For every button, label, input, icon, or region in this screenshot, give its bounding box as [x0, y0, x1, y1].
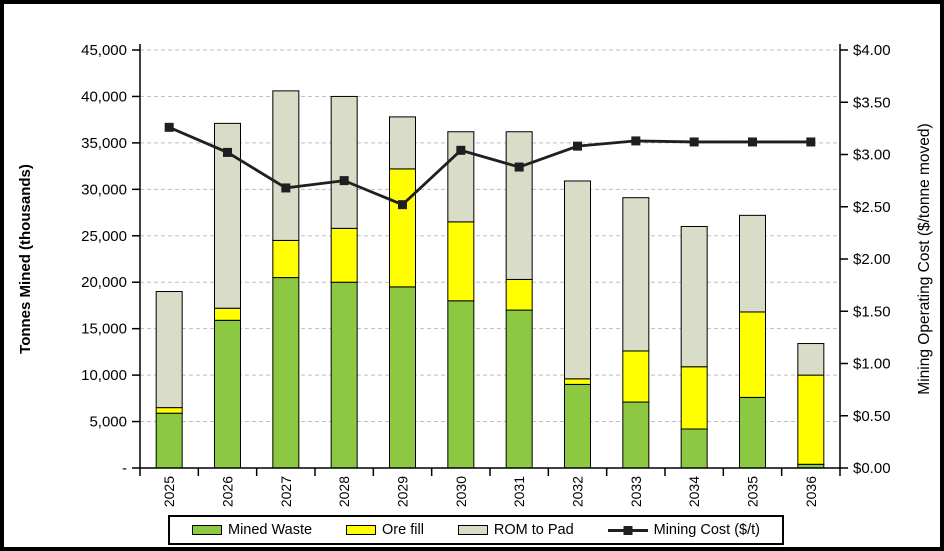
bar-segment-rom-to-pad	[330, 95, 358, 229]
bar-segment-ore-fill	[797, 374, 825, 465]
bar-segment-mined-waste	[739, 396, 766, 469]
y-tick-label-right: $1.50	[853, 303, 891, 320]
bar-segment-ore-fill	[272, 239, 300, 279]
bar-segment-mined-waste	[505, 309, 533, 469]
bar-segment-ore-fill	[330, 227, 358, 283]
mining-cost-marker	[573, 141, 582, 151]
y-tick-label-left: 15,000	[81, 321, 127, 338]
y-tick-label-right: $1.00	[853, 356, 891, 373]
x-category-label: 2026	[220, 476, 236, 507]
plot-area: Tonnes Mined (thousands) Mining Operatin…	[17, 42, 933, 507]
y-tick-label-left: 10,000	[81, 367, 127, 384]
legend-item-ore-fill: Ore fill	[346, 522, 424, 538]
bar-segment-mined-waste	[447, 300, 475, 469]
bar-segment-rom-to-pad	[505, 131, 533, 280]
legend-item-rom-to-pad: ROM to Pad	[457, 522, 574, 538]
y-tick-label-right: $2.50	[853, 199, 891, 216]
bar-segment-ore-fill	[389, 168, 416, 288]
bar-segment-mined-waste	[564, 383, 591, 469]
bar-segment-ore-fill	[505, 278, 533, 311]
bar-segment-rom-to-pad	[622, 197, 650, 352]
x-category-label: 2033	[628, 476, 644, 507]
x-category-label: 2029	[395, 476, 411, 507]
mining-cost-marker	[339, 176, 349, 186]
bar-segment-rom-to-pad	[389, 116, 416, 170]
bar-segment-rom-to-pad	[797, 343, 825, 376]
mining-cost-marker	[514, 162, 524, 172]
x-category-label: 2025	[161, 476, 177, 507]
y-tick-label-right: $3.00	[853, 147, 891, 164]
bar-segment-mined-waste	[272, 277, 300, 469]
legend-label-ore-fill: Ore fill	[382, 522, 424, 538]
x-category-label: 2036	[803, 476, 819, 507]
mining-cost-marker	[456, 145, 466, 155]
legend-swatch-rom-to-pad	[457, 525, 488, 535]
mining-cost-marker	[631, 136, 641, 146]
bar-segment-mined-waste	[680, 428, 708, 469]
bar-segment-ore-fill	[214, 307, 241, 321]
y-tick-label-left: 35,000	[81, 135, 127, 152]
y-tick-label-left: 30,000	[81, 181, 127, 198]
y-tick-label-left: 45,000	[81, 42, 127, 59]
x-category-label: 2032	[570, 476, 586, 507]
bar-segment-rom-to-pad	[564, 180, 591, 380]
mining-cost-marker	[689, 137, 699, 147]
bar-segment-mined-waste	[389, 286, 416, 469]
mining-cost-marker	[806, 137, 816, 147]
legend-swatch-ore-fill	[346, 525, 377, 535]
bar-segment-rom-to-pad	[680, 225, 708, 368]
y-tick-label-right: $4.00	[853, 42, 891, 59]
y-tick-label-left: 40,000	[81, 88, 127, 105]
x-category-label: 2031	[511, 476, 527, 507]
bar-segment-ore-fill	[564, 378, 591, 385]
bar-segment-ore-fill	[739, 311, 766, 398]
legend: Mined Waste Ore fill ROM to Pad Mining Cost…	[168, 515, 784, 545]
bar-segment-ore-fill	[447, 221, 475, 302]
legend-label-mining-cost-t: Mining Cost ($/t)	[653, 522, 760, 538]
bar-segment-rom-to-pad	[739, 214, 766, 313]
legend-label-mined-waste: Mined Waste	[228, 522, 313, 538]
y-tick-label-left: 5,000	[89, 414, 127, 431]
y-tick-label-left: 20,000	[81, 274, 127, 291]
bar-segment-rom-to-pad	[447, 131, 475, 223]
y-tick-label-right: $0.50	[853, 408, 891, 425]
y-axis-title-right: Mining Operating Cost ($/tonne moved)	[916, 123, 933, 394]
y-tick-label-right: $3.50	[853, 94, 891, 111]
x-category-label: 2028	[336, 476, 352, 507]
y-tick-label-right: $0.00	[853, 460, 891, 477]
bar-segment-ore-fill	[155, 407, 183, 414]
legend-item-mining-cost-t: Mining Cost ($/t)	[607, 522, 760, 538]
x-category-label: 2035	[745, 476, 761, 507]
mining-cost-marker	[748, 137, 757, 147]
y-tick-label-right: $2.00	[853, 251, 891, 268]
mining-cost-line	[168, 126, 811, 207]
mining-cost-marker	[164, 122, 174, 132]
legend-marker	[623, 525, 633, 535]
x-category-label: 2030	[453, 476, 469, 507]
legend-item-mined-waste: Mined Waste	[192, 522, 312, 538]
bar-segment-rom-to-pad	[155, 291, 183, 409]
legend-label-rom-to-pad: ROM to Pad	[493, 522, 574, 538]
mining-cost-marker	[398, 200, 407, 210]
bar-segment-mined-waste	[622, 401, 650, 469]
mining-cost-marker	[281, 183, 291, 193]
y-tick-label-left: -	[122, 460, 127, 477]
mining-cost-marker	[223, 147, 232, 157]
legend-swatch-mined-waste	[192, 525, 222, 535]
y-tick-label-left: 25,000	[81, 228, 127, 245]
y-axis-title-left: Tonnes Mined (thousands)	[17, 164, 34, 354]
bar-segment-mined-waste	[214, 319, 241, 469]
x-category-label: 2034	[686, 476, 702, 507]
x-category-label: 2027	[278, 476, 294, 507]
bar-segment-mined-waste	[330, 281, 358, 469]
bar-segment-rom-to-pad	[272, 90, 300, 241]
bar-segment-ore-fill	[622, 350, 650, 403]
legend-line-marker-symbol	[607, 525, 648, 536]
bar-segment-mined-waste	[155, 412, 183, 469]
bar-segment-ore-fill	[680, 366, 708, 430]
